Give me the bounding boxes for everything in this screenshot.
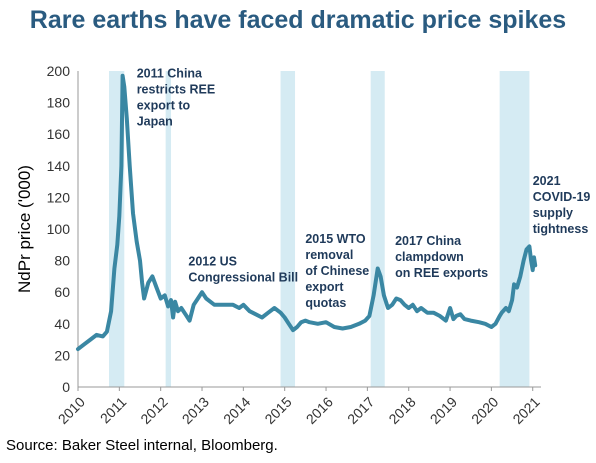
source-note: Source: Baker Steel internal, Bloomberg. xyxy=(6,437,278,454)
x-tick-labels: 2010 2011 2012 2013 2014 2015 2016 2017 2018 2019… xyxy=(55,394,543,427)
y-tick-label: 140 xyxy=(47,158,71,174)
y-tick-labels: 0 20 40 60 80 100 120 140 160 180 200 xyxy=(47,63,71,395)
event-band-3 xyxy=(370,71,385,387)
annotations: 2011 China restricts REE export to Japan 201… xyxy=(137,66,591,310)
x-tick-label: 2018 xyxy=(385,394,418,427)
x-tick-label: 2020 xyxy=(468,394,501,427)
annotation-1: 2012 US Congressional Bill xyxy=(188,254,298,284)
y-tick-label: 20 xyxy=(54,347,70,363)
x-tick-label: 2014 xyxy=(220,394,253,427)
annotation-3: 2017 China clampdown on REE exports xyxy=(395,234,488,280)
y-tick-label: 180 xyxy=(47,95,71,111)
event-band-2 xyxy=(280,71,296,387)
x-tick-label: 2016 xyxy=(303,394,336,427)
y-tick-label: 120 xyxy=(47,189,71,205)
x-tick-label: 2015 xyxy=(261,394,294,427)
y-axis-label: NdPr price ('000) xyxy=(15,165,34,293)
y-tick-label: 100 xyxy=(47,221,71,237)
x-tick-label: 2017 xyxy=(344,394,377,427)
annotation-2: 2015 WTO removal of Chinese export quotas xyxy=(305,232,369,310)
x-tick-label: 2010 xyxy=(55,394,88,427)
event-band-4 xyxy=(499,71,530,387)
x-tick-label: 2012 xyxy=(137,394,170,427)
series-lines xyxy=(76,73,538,352)
x-tick-label: 2013 xyxy=(179,394,212,427)
axes xyxy=(77,71,541,391)
y-tick-label: 0 xyxy=(62,379,70,395)
y-tick-label: 80 xyxy=(54,253,70,269)
annotation-0: 2011 China restricts REE export to Japan xyxy=(137,66,216,128)
price-line-0 xyxy=(76,73,538,352)
chart-title: Rare earths have faced dramatic price sp… xyxy=(29,6,567,34)
y-tick-label: 200 xyxy=(47,63,71,79)
y-tick-label: 160 xyxy=(47,126,71,142)
event-band-1 xyxy=(165,71,172,387)
x-tick-label: 2011 xyxy=(97,394,130,427)
x-tick-label: 2021 xyxy=(509,394,542,427)
x-tick-label: 2019 xyxy=(427,394,460,427)
annotation-4: 2021 COVID-19 supply tightness xyxy=(533,174,591,236)
y-tick-label: 60 xyxy=(54,284,70,300)
y-tick-label: 40 xyxy=(54,316,70,332)
